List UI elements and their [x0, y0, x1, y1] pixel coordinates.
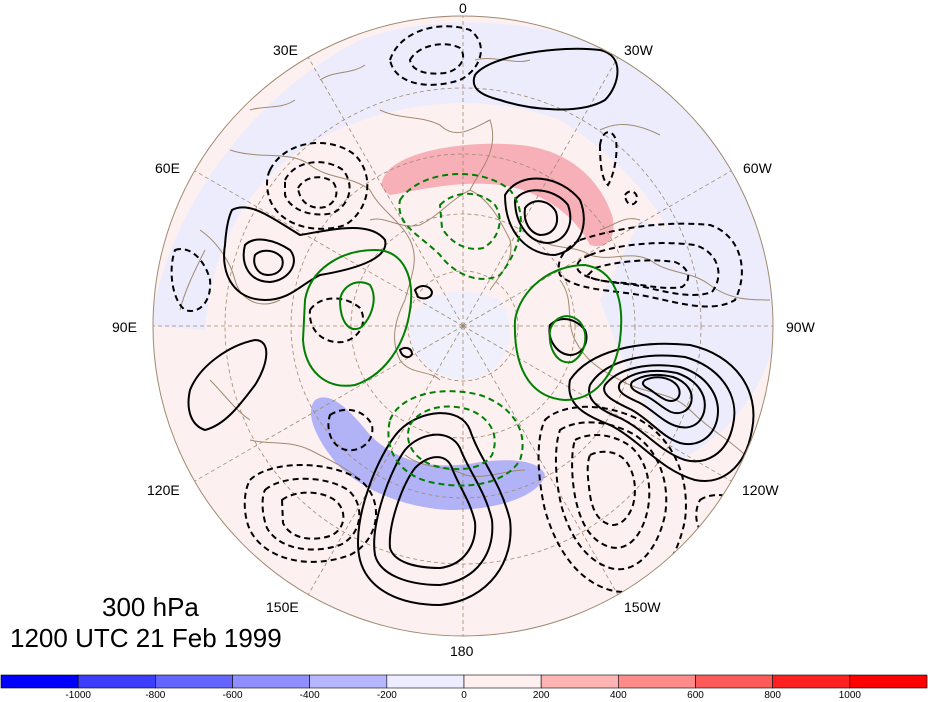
colorbar-tick-label: 0 — [461, 690, 467, 701]
colorbar-tick-label: -200 — [376, 690, 397, 701]
colorbar-segment — [77, 674, 156, 689]
longitude-label-120e: 120E — [147, 482, 180, 498]
longitude-label-150w: 150W — [624, 599, 661, 615]
green-solid-contours — [301, 248, 623, 402]
colorbar-segment — [772, 674, 851, 689]
colorbar-tick-label: 400 — [609, 690, 627, 701]
colorbar-segment — [540, 674, 619, 689]
colorbar-tick-label: 1000 — [838, 690, 861, 701]
longitude-label-150e: 150E — [266, 599, 299, 615]
positive-contours — [187, 47, 755, 607]
small-contours — [398, 285, 434, 359]
colorbar-segment — [618, 674, 696, 689]
colorbar — [0, 674, 928, 689]
longitude-label-30w: 30W — [624, 42, 653, 58]
colorbar-segment — [155, 674, 233, 689]
colorbar-segment — [695, 674, 773, 689]
longitude-label-60w: 60W — [743, 160, 772, 176]
colorbar-tick-label: -400 — [299, 690, 320, 701]
longitude-label-90e: 90E — [112, 319, 137, 335]
longitude-label-180: 180 — [450, 643, 474, 659]
colorbar-segment — [849, 674, 928, 689]
colorbar-segment — [232, 674, 310, 689]
colorbar-segment — [309, 674, 388, 689]
light-blue-region-east — [600, 220, 773, 460]
colorbar-tick-label: -600 — [222, 690, 243, 701]
longitude-label-60e: 60E — [155, 160, 180, 176]
colorbar-segment — [386, 674, 465, 689]
colorbar-segment — [0, 674, 79, 689]
light-blue-region-north — [153, 22, 773, 330]
colorbar-tick-label: 800 — [764, 690, 781, 701]
colorbar-segment — [463, 674, 542, 689]
valid-time-title: 1200 UTC 21 Feb 1999 — [10, 623, 282, 653]
light-blue-region-center — [409, 291, 510, 380]
colorbar-tick-label: 200 — [532, 690, 550, 701]
positive-anomaly-fill — [381, 143, 614, 247]
longitude-label-30e: 30E — [273, 42, 298, 58]
longitude-label-0: 0 — [459, 0, 467, 16]
green-dashed-contours — [387, 173, 524, 487]
colorbar-tick-label: 600 — [687, 690, 704, 701]
negative-anomaly-fill — [310, 397, 545, 510]
parallel-circles — [224, 87, 702, 565]
longitude-label-90w: 90W — [786, 319, 815, 335]
map-outline — [152, 15, 774, 637]
longitude-label-120w: 120W — [742, 482, 779, 498]
pressure-level-title: 300 hPa — [102, 592, 199, 622]
colorbar-tick-label: -800 — [145, 690, 166, 701]
meridian-lines — [153, 16, 773, 636]
colorbar-tick-label: -1000 — [65, 690, 91, 701]
